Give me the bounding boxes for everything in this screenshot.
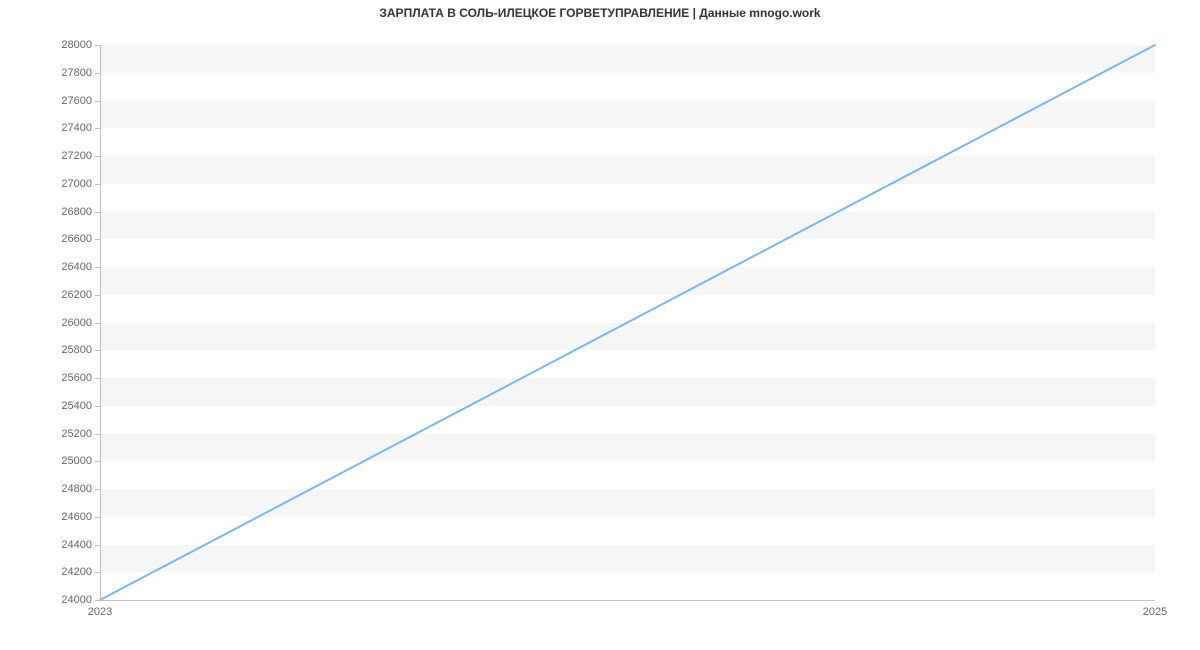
y-tick-label: 27000 xyxy=(61,178,92,190)
y-tick-label: 25800 xyxy=(61,344,92,356)
y-tick-label: 24200 xyxy=(61,566,92,578)
line-layer xyxy=(100,45,1155,600)
y-tick-label: 27600 xyxy=(61,95,92,107)
y-tick-label: 27800 xyxy=(61,67,92,79)
chart-container: ЗАРПЛАТА В СОЛЬ-ИЛЕЦКОЕ ГОРВЕТУПРАВЛЕНИЕ… xyxy=(0,0,1200,650)
y-tick-label: 27200 xyxy=(61,150,92,162)
y-tick-label: 28000 xyxy=(61,39,92,51)
y-tick-label: 26600 xyxy=(61,233,92,245)
y-tick-label: 24000 xyxy=(61,594,92,606)
y-tick-label: 26200 xyxy=(61,289,92,301)
y-tick-label: 26000 xyxy=(61,317,92,329)
chart-title: ЗАРПЛАТА В СОЛЬ-ИЛЕЦКОЕ ГОРВЕТУПРАВЛЕНИЕ… xyxy=(0,6,1200,20)
x-tick-label: 2025 xyxy=(1143,606,1167,618)
y-axis-line xyxy=(100,45,101,600)
y-tick-label: 27400 xyxy=(61,122,92,134)
y-tick-label: 24600 xyxy=(61,511,92,523)
y-tick-label: 24800 xyxy=(61,483,92,495)
y-tick-label: 25400 xyxy=(61,400,92,412)
y-tick-label: 25600 xyxy=(61,372,92,384)
y-tick-label: 25200 xyxy=(61,428,92,440)
y-tick-label: 26800 xyxy=(61,206,92,218)
y-tick-label: 26400 xyxy=(61,261,92,273)
plot-area: 2400024200244002460024800250002520025400… xyxy=(100,45,1155,600)
y-tick-label: 24400 xyxy=(61,539,92,551)
y-tick-label: 25000 xyxy=(61,455,92,467)
x-axis-line xyxy=(100,600,1155,601)
x-tick-label: 2023 xyxy=(88,606,112,618)
series-line xyxy=(100,45,1155,600)
